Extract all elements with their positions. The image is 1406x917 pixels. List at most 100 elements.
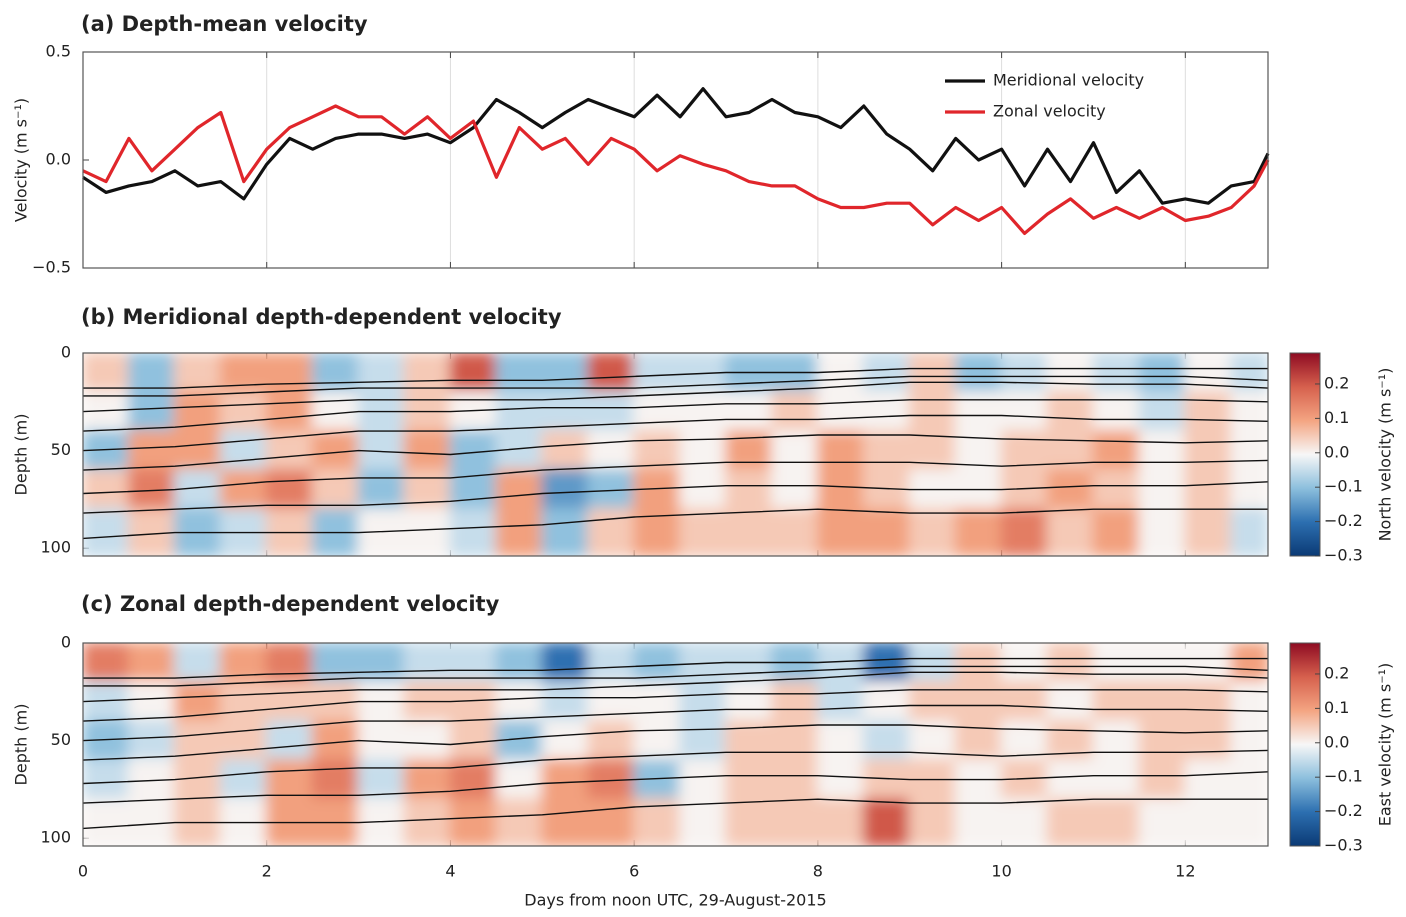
heatmap-cell	[495, 643, 544, 684]
heatmap-cells	[83, 643, 1268, 846]
heatmap-cell	[908, 353, 957, 394]
heatmap-cell	[1000, 353, 1049, 394]
heatmap-cell	[725, 681, 773, 723]
heatmap-cell	[725, 720, 773, 762]
contour-line	[83, 434, 1268, 471]
heatmap-cell	[127, 430, 176, 472]
heatmap-cell	[219, 430, 268, 472]
heatmap-cell	[449, 508, 498, 556]
heatmap-cell	[1092, 759, 1141, 801]
data-line	[82, 87, 1270, 205]
heatmap-cell	[862, 391, 911, 433]
heatmap-cell	[127, 643, 176, 684]
y-tick-label: 0.0	[46, 150, 71, 169]
heatmap-cell	[679, 681, 728, 723]
heatmap-cell	[1138, 469, 1187, 511]
colorbar-tick-label: 0.2	[1324, 373, 1349, 392]
heatmap-cell	[587, 353, 636, 394]
colorbar-tick-label: 0.0	[1324, 732, 1349, 751]
heatmap-cell	[219, 681, 268, 723]
heatmap-cell	[1092, 798, 1141, 846]
heatmap-cell	[862, 720, 911, 762]
heatmap-cell	[725, 798, 773, 846]
legend-label: Zonal velocity	[993, 102, 1106, 121]
heatmap-cell	[725, 469, 773, 511]
colorbar-tick-label: 0.0	[1324, 442, 1349, 461]
heatmap-cell	[587, 430, 636, 472]
x-tick-label: 12	[1175, 862, 1195, 881]
heatmap-cell	[1046, 353, 1095, 394]
x-tick-label: 8	[813, 862, 823, 881]
heatmap-cell	[541, 759, 590, 801]
heatmap-cell	[679, 508, 728, 556]
heatmap-cell	[403, 720, 452, 762]
heatmap-cell	[83, 353, 130, 394]
heatmap-cell	[1184, 353, 1233, 394]
heatmap-cell	[770, 469, 819, 511]
contour-line	[83, 414, 1268, 452]
contour-line	[83, 665, 1268, 687]
heatmap-cell	[265, 430, 314, 472]
plot-frame	[82, 642, 1269, 847]
heatmap-cell	[633, 681, 682, 723]
contour-line	[83, 771, 1268, 804]
x-tick-label: 2	[262, 862, 272, 881]
heatmap-cell	[816, 469, 865, 511]
heatmap-cell	[1046, 430, 1095, 472]
heatmap-cell	[127, 798, 176, 846]
y-axis-label: Depth (m)	[12, 414, 31, 496]
colorbar-tick-label: 0.1	[1324, 408, 1349, 427]
heatmap-cell	[954, 681, 1003, 723]
heatmap-cell	[770, 681, 819, 723]
heatmap-cell	[541, 798, 590, 846]
heatmap-cell	[679, 430, 728, 472]
heatmap-cell	[954, 391, 1003, 433]
heatmap-cell	[495, 469, 544, 511]
heatmap-cell	[1000, 391, 1049, 433]
heatmap-cell	[1046, 469, 1095, 511]
heatmap-cell	[816, 508, 865, 556]
heatmap-cell	[1138, 353, 1187, 394]
heatmap-cell	[1046, 508, 1095, 556]
heatmap-cell	[816, 391, 865, 433]
heatmap-cell	[1000, 798, 1049, 846]
heatmap-cell	[679, 391, 728, 433]
y-tick-label: 0	[61, 633, 71, 652]
heatmap-cell	[83, 643, 130, 684]
heatmap-cell	[403, 798, 452, 846]
x-tick-label: 4	[445, 862, 455, 881]
heatmap-cell	[954, 353, 1003, 394]
heatmap-cell	[495, 798, 544, 846]
heatmap-cell	[495, 759, 544, 801]
heatmap-cell	[725, 759, 773, 801]
heatmap-cell	[679, 469, 728, 511]
heatmap-cell	[1184, 430, 1233, 472]
heatmap-cell	[1138, 720, 1187, 762]
heatmap-cell	[725, 430, 773, 472]
heatmap-cell	[1184, 720, 1233, 762]
y-axis-label: Velocity (m s⁻¹)	[12, 98, 31, 222]
heatmap-cell	[265, 643, 314, 684]
y-tick-label: 0.5	[46, 42, 71, 61]
heatmap-cell	[862, 430, 911, 472]
heatmap-cell	[587, 508, 636, 556]
heatmap-cell	[83, 759, 130, 801]
heatmap-cell	[495, 508, 544, 556]
heatmap-cells	[83, 353, 1268, 556]
heatmap-cell	[816, 759, 865, 801]
heatmap-cell	[1092, 681, 1141, 723]
heatmap-cell	[403, 643, 452, 684]
heatmap-cell	[219, 759, 268, 801]
heatmap-cell	[403, 759, 452, 801]
colorbar-tick-label: −0.2	[1324, 801, 1363, 820]
heatmap-cell	[403, 430, 452, 472]
heatmap-cell	[541, 353, 590, 394]
x-tick-label: 0	[78, 862, 88, 881]
heatmap-cell	[1138, 681, 1187, 723]
heatmap-cell	[1092, 391, 1141, 433]
colorbar-tick-label: −0.2	[1324, 511, 1363, 530]
heatmap-cell	[1184, 681, 1233, 723]
heatmap-cell	[862, 353, 911, 394]
heatmap-cell	[1046, 720, 1095, 762]
heatmap-cell	[265, 469, 314, 511]
